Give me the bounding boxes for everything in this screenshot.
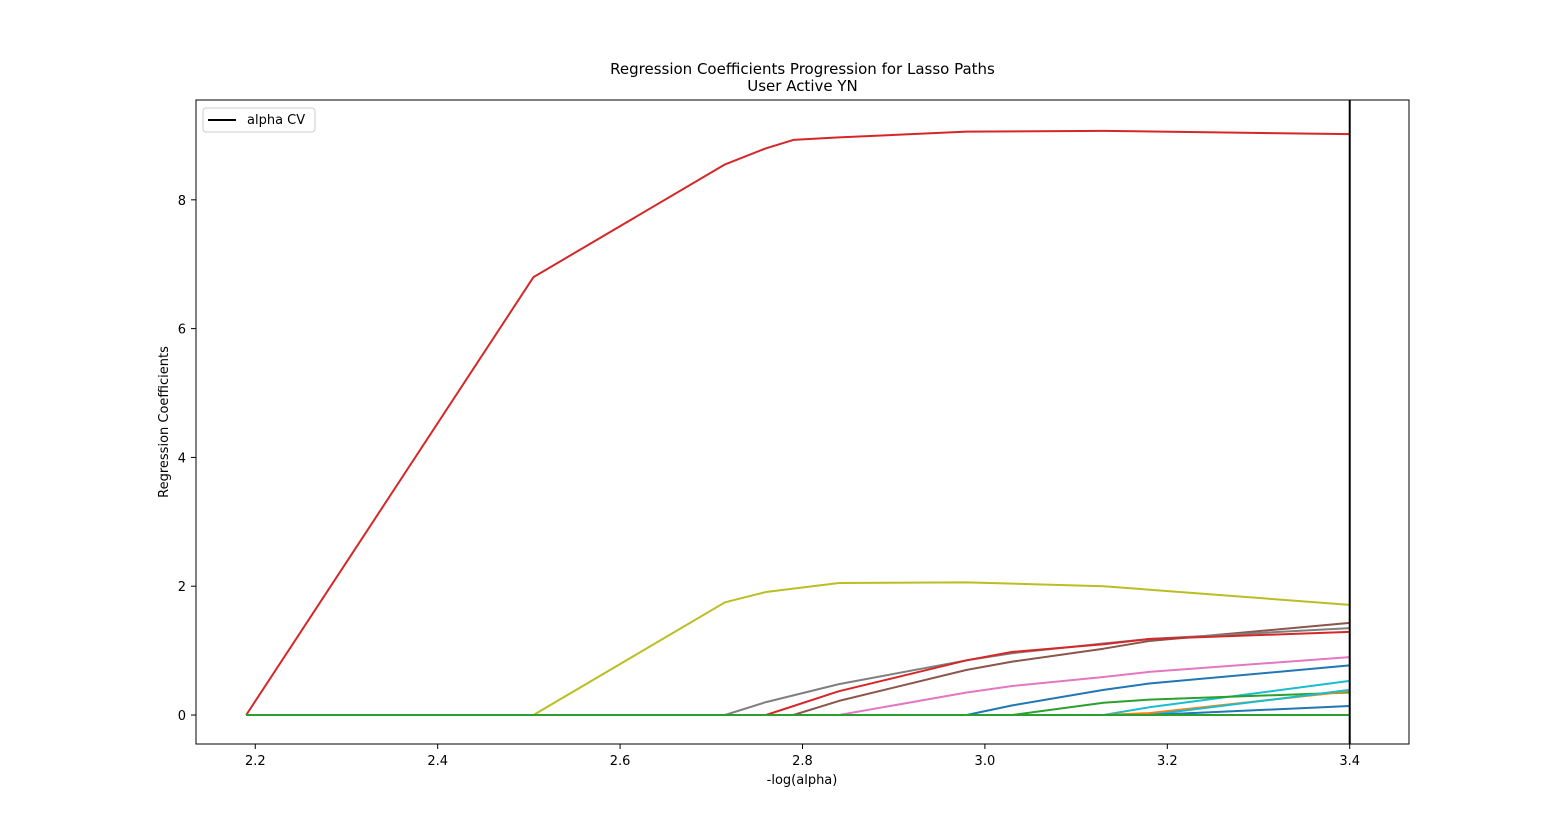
x-tick-label: 3.4 — [1339, 754, 1360, 769]
y-tick-label: 4 — [178, 451, 186, 466]
y-tick-label: 0 — [178, 709, 186, 724]
legend-label-alpha-cv: alpha CV — [247, 113, 305, 128]
y-axis-label: Regression Coefficients — [157, 346, 172, 498]
coefficient-path-3 — [246, 621, 1350, 716]
coefficient-path-6 — [246, 656, 1350, 716]
y-tick-label: 8 — [178, 194, 186, 209]
coefficient-path-1 — [245, 129, 1350, 716]
coefficient-path-2 — [246, 581, 1350, 716]
y-tick-label: 6 — [178, 323, 186, 338]
series-layer — [245, 129, 1350, 716]
x-tick-label: 3.0 — [975, 754, 996, 769]
y-axis: 0 2 4 6 8 — [178, 194, 196, 724]
x-tick-label: 2.6 — [610, 754, 631, 769]
legend: alpha CV — [202, 107, 316, 133]
x-tick-label: 3.2 — [1157, 754, 1178, 769]
legend-box — [202, 107, 316, 133]
x-axis: 2.2 2.4 2.6 2.8 3.0 3.2 3.4 — [245, 744, 1360, 769]
plot-frame — [195, 99, 1410, 745]
x-tick-label: 2.4 — [427, 754, 448, 769]
x-axis-label: -log(alpha) — [767, 773, 838, 788]
chart-title: Regression Coefficients Progression for … — [610, 60, 995, 78]
x-tick-label: 2.8 — [792, 754, 813, 769]
chart-subtitle: User Active YN — [747, 77, 858, 95]
coefficient-path-7 — [246, 664, 1350, 716]
y-tick-label: 2 — [178, 580, 186, 595]
x-tick-label: 2.2 — [245, 754, 266, 769]
coefficient-path-5 — [246, 630, 1350, 716]
